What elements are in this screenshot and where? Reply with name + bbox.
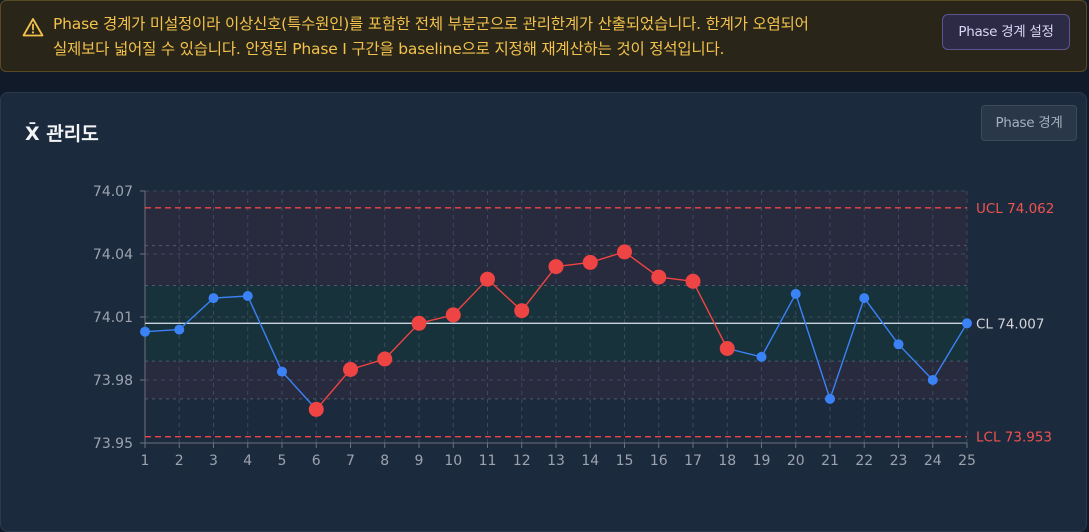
data-point [962, 318, 972, 329]
out-of-control-point [343, 362, 358, 377]
series-segment [521, 266, 557, 312]
warning-message: Phase 경계가 미설정이라 이상신호(특수원인)를 포함한 전체 부분군으로… [53, 12, 933, 62]
x-tick-label: 1 [141, 453, 150, 469]
x-tick-label: 22 [855, 453, 873, 469]
out-of-control-point [617, 244, 632, 260]
series-segment [829, 297, 865, 400]
x-tick-label: 2 [175, 453, 184, 469]
series-segment [281, 371, 317, 410]
warning-triangle-icon [22, 18, 44, 37]
x-tick-label: 21 [821, 453, 839, 469]
ucl-label: UCL 74.062 [976, 201, 1054, 217]
cl-label: CL 74.007 [976, 316, 1044, 332]
data-point [756, 351, 767, 362]
series-segment [692, 280, 728, 349]
series-segment [932, 322, 968, 381]
y-tick-label: 74.01 [93, 310, 133, 326]
series-segment [315, 369, 352, 410]
out-of-control-point [445, 307, 461, 323]
x-tick-label: 14 [581, 453, 599, 469]
x-tick-label: 17 [684, 453, 702, 469]
warning-message-line-2: 실제보다 넓어질 수 있습니다. 안정된 Phase I 구간을 baselin… [53, 40, 725, 58]
x-tick-label: 18 [718, 453, 736, 469]
series-segment [795, 293, 831, 400]
warning-message-line-1: Phase 경계가 미설정이라 이상신호(특수원인)를 포함한 전체 부분군으로… [53, 15, 809, 33]
series-segment [213, 295, 248, 299]
data-point [277, 366, 287, 377]
x-tick-label: 12 [513, 453, 531, 469]
data-point [174, 324, 185, 335]
x-tick-label: 23 [890, 453, 908, 469]
x-tick-label: 25 [958, 453, 976, 469]
out-of-control-point [514, 303, 530, 319]
data-point [893, 339, 904, 350]
x-tick-label: 10 [444, 453, 462, 469]
series-segment [452, 278, 489, 316]
y-tick-label: 74.07 [93, 184, 133, 200]
out-of-control-point [548, 259, 564, 275]
lcl-label: LCL 73.953 [976, 430, 1052, 446]
x-tick-label: 9 [415, 453, 424, 469]
x-tick-label: 5 [278, 453, 287, 469]
series-segment [144, 328, 180, 333]
series-segment [384, 322, 420, 360]
out-of-control-point [685, 273, 701, 289]
series-segment [897, 343, 934, 381]
data-point [208, 293, 219, 304]
series-segment [760, 293, 797, 358]
data-point [825, 393, 835, 404]
out-of-control-point [480, 271, 495, 287]
x-tick-label: 20 [787, 453, 805, 469]
data-point [242, 291, 253, 301]
out-of-control-point [719, 341, 735, 356]
x-tick-label: 3 [209, 453, 218, 469]
out-of-control-point [582, 254, 598, 270]
x-tick-label: 7 [346, 453, 355, 469]
set-phase-boundary-button[interactable]: Phase 경계 설정 [942, 14, 1070, 50]
warning-banner: Phase 경계가 미설정이라 이상신호(특수원인)를 포함한 전체 부분군으로… [0, 0, 1087, 72]
x-tick-label: 8 [380, 453, 389, 469]
y-tick-label: 73.95 [93, 436, 133, 452]
x-tick-label: 13 [547, 453, 565, 469]
phase-boundary-button[interactable]: Phase 경계 [981, 105, 1077, 141]
out-of-control-point [377, 351, 393, 367]
data-point [927, 375, 938, 385]
x-tick-label: 19 [753, 453, 771, 469]
chart-title: X̄ 관리도 [25, 123, 99, 145]
data-point [140, 326, 150, 337]
x-tick-label: 24 [924, 453, 942, 469]
x-tick-label: 16 [650, 453, 668, 469]
y-tick-label: 74.04 [93, 247, 133, 263]
out-of-control-point [308, 401, 324, 417]
series-segment [487, 278, 523, 312]
series-segment [863, 297, 900, 345]
x-tick-label: 6 [312, 453, 321, 469]
y-tick-label: 73.98 [93, 373, 133, 389]
series-segment [178, 297, 214, 331]
data-point [859, 293, 870, 304]
out-of-control-point [411, 315, 427, 331]
out-of-control-point [651, 269, 667, 285]
x-tick-label: 4 [243, 453, 252, 469]
data-point [790, 288, 801, 299]
x-tick-label: 11 [479, 453, 497, 469]
x-tick-label: 15 [616, 453, 634, 469]
series-segment [247, 295, 283, 372]
